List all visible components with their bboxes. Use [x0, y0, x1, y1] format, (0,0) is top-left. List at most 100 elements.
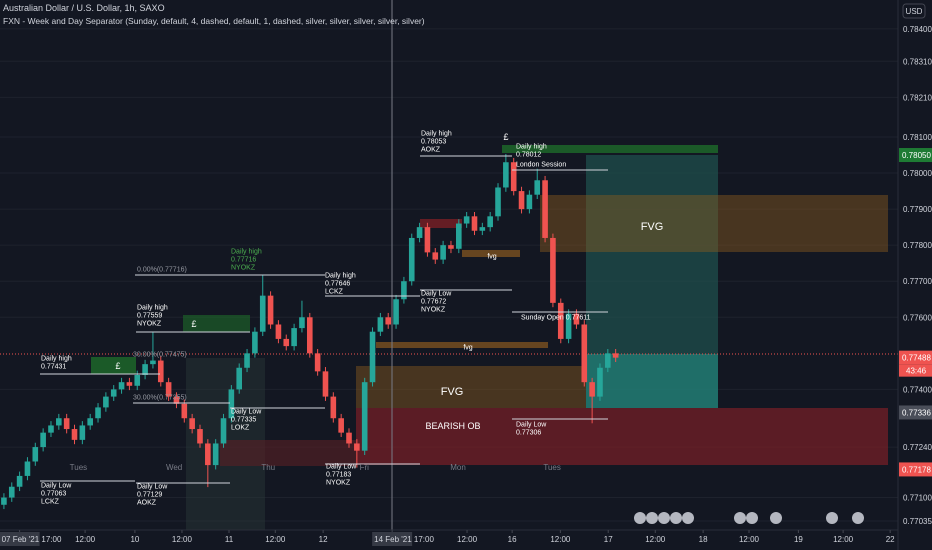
candle-body — [291, 328, 297, 347]
event-icon[interactable] — [634, 512, 646, 524]
y-tick-label: 0.77400 — [903, 385, 932, 394]
candle-body — [393, 299, 399, 325]
annotation: Daily Low — [231, 408, 262, 415]
event-icon[interactable] — [746, 512, 758, 524]
x-tick-label: 12:00 — [645, 535, 666, 544]
event-icon[interactable] — [734, 512, 746, 524]
annotation: NYOKZ — [231, 264, 256, 271]
x-tick-label: 12:00 — [550, 535, 571, 544]
y-tick-label: 0.77035 — [903, 517, 932, 526]
candle-body — [495, 187, 501, 217]
candle-body — [314, 353, 321, 372]
candle-body — [542, 180, 548, 238]
annotation: 30.00%(0.77355) — [133, 394, 187, 401]
x-tick-label: 22 — [886, 535, 895, 544]
candle-body — [463, 216, 470, 224]
annotation: NYOKZ — [421, 306, 446, 313]
annotation: FVG — [641, 221, 664, 233]
candle-body — [236, 367, 243, 390]
annotation: AOKZ — [421, 146, 441, 153]
annotation: £ — [191, 319, 196, 329]
candle-body — [252, 331, 258, 354]
candle-body — [565, 313, 572, 339]
annotation: LCKZ — [41, 498, 60, 505]
price-axis — [898, 0, 932, 550]
candle-body — [24, 461, 31, 476]
price-tag-label: 0.77488 — [902, 354, 931, 363]
candle-body — [518, 191, 525, 210]
candle-body — [479, 227, 486, 231]
x-tick-label: 18 — [699, 535, 708, 544]
candle-body — [220, 418, 227, 444]
annotation: 0.77183 — [326, 471, 351, 478]
currency[interactable]: USD — [906, 7, 923, 16]
event-icon[interactable] — [658, 512, 670, 524]
annotation: 0.77063 — [41, 490, 66, 497]
candle-body — [612, 353, 619, 358]
candle-body — [71, 429, 78, 440]
candle-body — [581, 324, 588, 383]
annotation: 0.77559 — [137, 312, 162, 319]
crosshair-label-bg — [372, 532, 413, 546]
candle-body — [110, 389, 117, 397]
event-icon[interactable] — [682, 512, 694, 524]
event-icon[interactable] — [852, 512, 864, 524]
candle-body — [456, 223, 462, 249]
day-label: Fri — [360, 463, 370, 472]
indicator-label: FXN - Week and Day Separator (Sunday, de… — [3, 16, 425, 26]
annotation: 0.77716 — [231, 256, 256, 263]
currency-button[interactable] — [902, 3, 926, 19]
candle-body — [589, 382, 595, 397]
event-icon[interactable] — [670, 512, 682, 524]
event-icon[interactable] — [770, 512, 782, 524]
zone — [420, 219, 462, 228]
x-tick-label: 12:00 — [739, 535, 760, 544]
event-icon[interactable] — [826, 512, 838, 524]
x-tick-label: 12 — [319, 535, 328, 544]
candle-body — [87, 418, 93, 426]
x-tick-label: 11 — [225, 535, 234, 544]
x-tick-label: 12:00 — [457, 535, 478, 544]
candles — [1, 153, 619, 510]
fvg-zone — [356, 366, 586, 408]
candle-body — [448, 245, 454, 249]
day-label: Tues — [70, 463, 88, 472]
candle-body — [605, 353, 611, 368]
chart-title: Australian Dollar / U.S. Dollar, 1h, SAX… — [3, 3, 165, 13]
event-icon[interactable] — [646, 512, 658, 524]
x-tick-label: 10 — [130, 535, 139, 544]
annotation: fvg — [463, 344, 472, 351]
candle-body — [244, 353, 250, 368]
candle-body — [205, 443, 211, 466]
annotation: Daily high — [41, 355, 72, 362]
candle-body — [471, 216, 478, 231]
candle-body — [79, 425, 86, 440]
price-tag — [899, 462, 932, 477]
candle-body — [401, 281, 407, 300]
time-axis — [0, 530, 898, 550]
annotation: AOKZ — [137, 499, 157, 506]
price-tag-label: 0.77336 — [902, 408, 931, 417]
annotation: NYOKZ — [137, 320, 162, 327]
day-label: Tues — [543, 463, 561, 472]
annotation: FVG — [441, 386, 464, 398]
candle-body — [212, 443, 219, 466]
candle-body — [526, 194, 533, 210]
day-label: Thu — [261, 463, 275, 472]
candle-body — [40, 432, 46, 448]
day-label: Wed — [166, 463, 182, 472]
candle-body — [63, 418, 70, 430]
price-tag-label: 0.78050 — [902, 151, 931, 160]
price-tag — [899, 350, 932, 365]
annotation: BEARISH OB — [425, 421, 480, 431]
countdown-bg — [899, 364, 932, 377]
x-tick-label: 12:00 — [172, 535, 193, 544]
candle-body — [440, 245, 446, 260]
annotation: Daily high — [231, 248, 262, 255]
candle-body — [346, 432, 352, 444]
y-tick-label: 0.78100 — [903, 133, 932, 142]
candle-body — [432, 252, 439, 260]
